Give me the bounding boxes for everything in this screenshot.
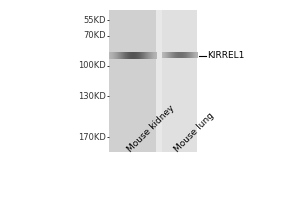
Text: Mouse kidney: Mouse kidney	[126, 104, 177, 154]
Text: Mouse lung: Mouse lung	[173, 111, 216, 154]
Text: 170KD: 170KD	[78, 133, 106, 142]
Text: 70KD: 70KD	[83, 31, 106, 40]
Bar	[109, 10, 156, 152]
Bar	[162, 10, 197, 152]
Bar	[109, 10, 197, 152]
Text: 55KD: 55KD	[83, 16, 106, 25]
Text: 100KD: 100KD	[78, 61, 106, 70]
Text: 130KD: 130KD	[78, 92, 106, 101]
Text: KIRREL1: KIRREL1	[207, 51, 245, 60]
